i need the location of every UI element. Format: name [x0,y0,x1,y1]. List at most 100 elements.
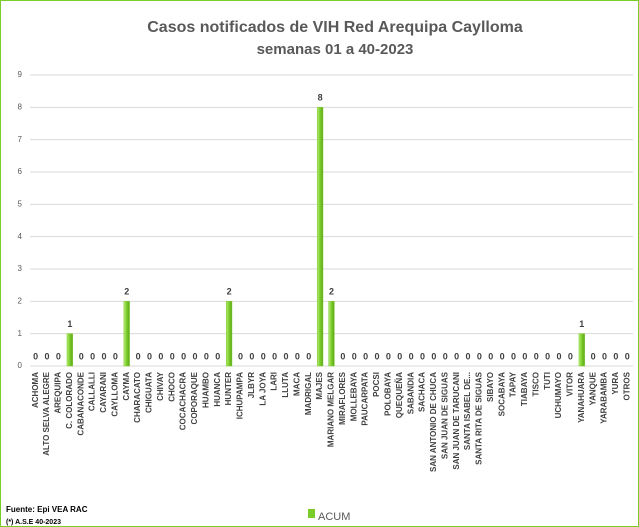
x-tick-label: TAPAY [509,371,518,397]
y-tick-label: 9 [18,70,23,79]
x-tick-label: QUEQUEÑA [395,372,404,418]
x-tick-label: MARIANO MELGAR [327,372,336,447]
data-label: 1 [67,319,72,329]
data-label: 0 [511,351,516,361]
data-label: 0 [568,351,573,361]
x-tick-label: CAYLLOMA [110,372,119,417]
x-tick-label: CHOCO [167,372,176,402]
data-label: 0 [397,351,402,361]
x-tick-label: CHIVAY [156,371,165,401]
x-tick-label: YANQUE [588,371,597,405]
data-label: 2 [329,287,334,297]
data-label: 0 [56,351,61,361]
x-tick-label: JLBYR [247,372,256,398]
x-tick-label: C. COLORADO [65,372,74,429]
data-label: 0 [204,351,209,361]
data-label: 0 [79,351,84,361]
data-label: 0 [101,351,106,361]
bar [226,301,233,367]
data-label: 0 [375,351,380,361]
x-tick-label: COPORAQUE [190,371,199,424]
data-label: 0 [238,351,243,361]
data-label: 0 [500,351,505,361]
x-tick-label: MOLLEBAYA [349,372,358,421]
y-tick-label: 7 [18,135,23,144]
data-label: 0 [283,351,288,361]
chart-title: Casos notificados de VIH Red Arequipa Ca… [147,19,523,36]
x-tick-label: HUNTER [224,372,233,406]
bar [317,107,324,367]
data-label: 0 [249,351,254,361]
x-tick-label: CABANACONDE [76,371,85,435]
data-label: 0 [534,351,539,361]
x-tick-label: MACA [292,372,301,396]
data-label: 0 [557,351,562,361]
data-label: 0 [261,351,266,361]
y-tick-label: 3 [18,264,23,273]
x-tick-label: SACHACA [418,372,427,412]
data-label: 0 [431,351,436,361]
data-label: 0 [443,351,448,361]
data-label: 8 [318,93,323,103]
data-label: 1 [579,319,584,329]
data-label: 0 [613,351,618,361]
data-label: 0 [147,351,152,361]
data-label: 0 [352,351,357,361]
data-label: 0 [409,351,414,361]
y-tick-label: 8 [18,102,23,111]
bar [578,333,585,367]
data-label: 0 [386,351,391,361]
bar [123,301,130,367]
x-tick-label: HUANCA [213,372,222,407]
bar [66,333,73,367]
x-tick-label: MAJES [315,371,324,399]
data-label: 0 [215,351,220,361]
x-tick-label: YARABAMBA [600,372,609,424]
x-tick-label: SIBAYO [486,372,495,402]
x-tick-label: COCACHACRA [179,372,188,430]
x-tick-label: VITOR [566,372,575,397]
x-tick-label: CHARACATO [133,372,142,423]
data-label: 0 [466,351,471,361]
x-tick-label: YURA [611,372,620,395]
data-label: 0 [90,351,95,361]
y-tick-label: 4 [18,232,23,241]
x-tick-label: SOCABAYA [497,372,506,417]
data-label: 0 [454,351,459,361]
source: Fuente: Epi VEA RAC [6,505,88,514]
x-tick-label: LARI [270,372,279,391]
x-tick-label: SABANDIA [406,372,415,414]
data-label: 0 [272,351,277,361]
data-label: 0 [625,351,630,361]
x-tick-label: AREQUIPA [54,372,63,414]
x-tick-label: ALTO SELVA ALEGRE [42,371,51,455]
x-tick-label: SAN ANTONIO DE CHUCA [429,372,438,472]
bar [328,301,335,367]
x-tick-label: PAUCARPATA [361,372,370,426]
y-tick-label: 5 [18,199,23,208]
x-tick-label: ICHUPAMPA [236,372,245,419]
data-label: 0 [113,351,118,361]
data-label: 0 [488,351,493,361]
data-label: 2 [227,287,232,297]
x-tick-label: LLUTA [281,372,290,398]
x-tick-label: CALLALLI [88,372,97,411]
x-tick-label: POCSI [372,372,381,397]
y-tick-label: 6 [18,167,23,176]
x-tick-label: ACHOMA [31,372,40,408]
x-tick-label: TIABAYA [520,372,529,406]
x-tick-label: TUTI [543,372,552,390]
data-label: 0 [181,351,186,361]
data-label: 0 [363,351,368,361]
data-label: 0 [420,351,425,361]
data-label: 0 [602,351,607,361]
data-label: 0 [545,351,550,361]
x-tick-label: SAN JUAN DE SIGUAS [440,371,449,459]
data-label: 0 [33,351,38,361]
y-tick-label: 2 [18,296,23,305]
x-tick-label: HUAMBO [201,372,210,408]
data-label: 0 [170,351,175,361]
x-tick-label: LA JOYA [258,372,267,406]
data-label: 0 [306,351,311,361]
